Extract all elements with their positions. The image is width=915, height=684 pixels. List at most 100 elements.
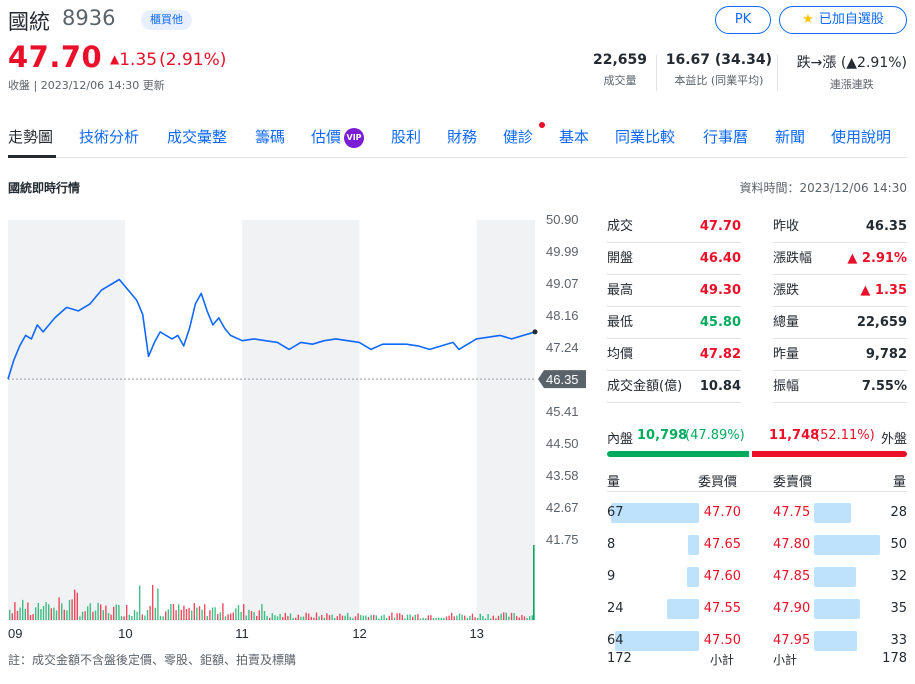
ask-volume: 35 — [890, 601, 907, 616]
tab-calendar[interactable]: 行事曆 — [703, 128, 749, 146]
tab-basic[interactable]: 基本 — [559, 128, 590, 146]
volume-bar — [133, 609, 136, 620]
ask-price-header: 委賣價 — [773, 475, 813, 490]
hour-band — [476, 220, 535, 620]
ask-volume-bar — [814, 535, 880, 555]
volume-bar — [188, 607, 190, 620]
stat-volume: 22,659 成交量 — [593, 52, 647, 88]
volume-bar — [35, 607, 37, 620]
volume-bar — [45, 602, 47, 620]
volume-bar — [399, 613, 401, 620]
volume-bar — [518, 617, 520, 620]
volume-bar — [230, 613, 232, 620]
x-tick-label: 11 — [235, 626, 249, 641]
bid-row[interactable]: 9 47.60 — [607, 561, 741, 593]
ask-row[interactable]: 47.95 33 — [773, 625, 907, 657]
divider — [656, 55, 657, 91]
bid-price: 47.60 — [703, 569, 741, 584]
ask-row[interactable]: 47.90 35 — [773, 593, 907, 625]
tab-news[interactable]: 新聞 — [775, 128, 806, 146]
bid-volume: 24 — [607, 601, 624, 616]
bid-volume-bar — [610, 503, 699, 523]
ask-row[interactable]: 47.85 32 — [773, 561, 907, 593]
tab-trades[interactable]: 成交彙整 — [167, 128, 228, 146]
quote-value: 9,782 — [865, 347, 907, 362]
change-percent: (2.91%) — [159, 50, 227, 70]
stat-volume-value: 22,659 — [592, 52, 647, 68]
quote-row: 昨量 9,782 — [773, 339, 907, 371]
tab-technical[interactable]: 技術分析 — [79, 128, 140, 146]
status-line: 收盤 | 2023/12/06 14:30 更新 — [8, 79, 165, 92]
price-change: ▲1.35 (2.91%) — [110, 50, 226, 70]
volume-bar — [22, 599, 24, 620]
volume-bar — [425, 618, 427, 620]
volume-bar — [393, 617, 396, 620]
bid-row[interactable]: 8 47.65 — [607, 529, 741, 561]
volume-bar — [321, 615, 323, 620]
bid-row[interactable]: 67 47.70 — [607, 497, 741, 529]
bid-volume-bar — [687, 567, 699, 587]
y-tick-label: 45.41 — [546, 404, 579, 419]
tab-help[interactable]: 使用說明 — [831, 128, 892, 146]
quote-row: 漲跌幅 ▲ 2.91% — [773, 243, 907, 275]
volume-bar — [76, 592, 78, 620]
volume-bar — [380, 615, 383, 620]
tab-valuation[interactable]: 估價 VIP — [311, 126, 365, 148]
volume-bar — [274, 615, 276, 620]
volume-bar — [331, 614, 333, 620]
volume-bar — [432, 617, 435, 620]
volume-bar — [362, 615, 364, 620]
market-badge[interactable]: 櫃買他 — [141, 10, 192, 30]
watchlist-button[interactable]: ★ 已加自選股 — [779, 6, 907, 34]
ask-row[interactable]: 47.75 28 — [773, 497, 907, 529]
volume-bar — [497, 615, 500, 620]
volume-bar — [427, 615, 429, 620]
quote-row: 漲跌 ▲ 1.35 — [773, 275, 907, 307]
volume-bar — [58, 597, 60, 620]
bid-total: 172 — [607, 651, 632, 666]
stat-pe: 16.67 (34.34) 本益比 (同業平均) — [666, 52, 772, 88]
volume-bar — [313, 617, 315, 620]
quote-row: 最高 49.30 — [607, 275, 741, 307]
ask-row[interactable]: 47.80 50 — [773, 529, 907, 561]
volume-bar — [74, 589, 76, 620]
bid-volume-header: 量 — [607, 475, 621, 490]
volume-bar — [505, 612, 507, 620]
stat-streak-value: 跌→漲 (▲2.91%) — [796, 55, 907, 71]
tab-peer[interactable]: 同業比較 — [615, 128, 676, 146]
ask-volume-bar — [814, 599, 860, 619]
tab-health[interactable]: 健診 — [503, 128, 534, 146]
pk-button[interactable]: PK — [715, 6, 771, 34]
tab-dividend[interactable]: 股利 — [391, 128, 422, 146]
volume-bar — [219, 612, 221, 620]
quote-value: ▲ 1.35 — [860, 283, 907, 298]
quote-key: 振幅 — [773, 379, 800, 394]
volume-bar — [175, 610, 177, 620]
quote-key: 均價 — [607, 347, 634, 362]
x-tick-label: 10 — [118, 626, 132, 641]
intraday-chart[interactable]: 50.90 49.99 49.07 48.16 47.24 45.41 44.50 43.58… — [0, 210, 600, 650]
bid-row[interactable]: 64 47.50 — [607, 625, 741, 657]
volume-bar — [42, 605, 45, 620]
volume-bar — [261, 604, 263, 620]
tab-financial[interactable]: 財務 — [447, 128, 478, 146]
volume-bar — [214, 607, 216, 620]
tab-trend[interactable]: 走勢圖 — [8, 128, 54, 146]
tab-chips[interactable]: 籌碼 — [255, 128, 286, 146]
bid-subtotal-label: 小計 — [710, 653, 735, 667]
volume-bar — [180, 609, 182, 620]
volume-bar — [365, 615, 367, 620]
volume-bar — [456, 615, 458, 620]
volume-bar — [352, 618, 354, 620]
quote-key: 總量 — [773, 315, 800, 330]
bid-row[interactable]: 24 47.55 — [607, 593, 741, 625]
volume-bar — [256, 615, 258, 620]
volume-bar — [157, 588, 159, 620]
quote-value: ▲ 2.91% — [847, 251, 907, 266]
volume-bar — [126, 605, 128, 620]
volume-bar — [367, 616, 370, 620]
volume-bar — [159, 615, 162, 620]
volume-bar — [178, 604, 180, 620]
volume-bar — [354, 616, 357, 620]
price-line — [7, 278, 536, 380]
